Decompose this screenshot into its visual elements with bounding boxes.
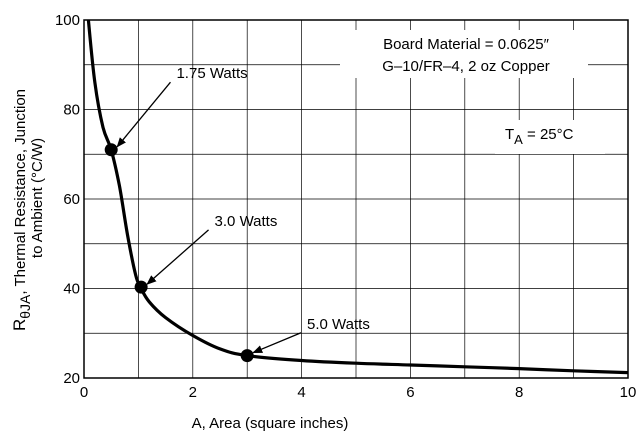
board-material-line1: Board Material = 0.0625″: [383, 36, 550, 53]
marker-arrow: [147, 230, 208, 284]
marker-label: 1.75 Watts: [176, 65, 247, 82]
y-tick-label: 60: [63, 191, 80, 208]
board-material-line2: G–10/FR–4, 2 oz Copper: [382, 58, 550, 75]
marker-arrow: [117, 82, 170, 147]
x-tick-label: 10: [620, 384, 637, 401]
marker-label: 5.0 Watts: [307, 316, 370, 333]
y-tick-label: 100: [55, 12, 80, 29]
y-tick-label: 20: [63, 370, 80, 387]
x-tick-label: 6: [406, 384, 414, 401]
y-axis-label: RθJA, Thermal Resistance, Junction to Am…: [10, 89, 46, 331]
y-axis-ticks: 20 40 60 80 100: [55, 12, 80, 387]
x-axis-label: A, Area (square inches): [192, 415, 349, 432]
marker-arrow: [253, 333, 301, 353]
x-axis-ticks: 0 2 4 6 8 10: [80, 384, 637, 401]
x-tick-label: 8: [515, 384, 523, 401]
marker-label: 3.0 Watts: [215, 213, 278, 230]
y-tick-label: 80: [63, 102, 80, 119]
x-tick-label: 4: [297, 384, 305, 401]
y-tick-label: 40: [63, 281, 80, 298]
data-point-marker: [241, 349, 254, 362]
x-tick-label: 2: [189, 384, 197, 401]
x-tick-label: 0: [80, 384, 88, 401]
data-point-marker: [135, 281, 148, 294]
y-axis-label-line2: to Ambient (°C/W): [29, 138, 46, 258]
data-point-marker: [105, 143, 118, 156]
